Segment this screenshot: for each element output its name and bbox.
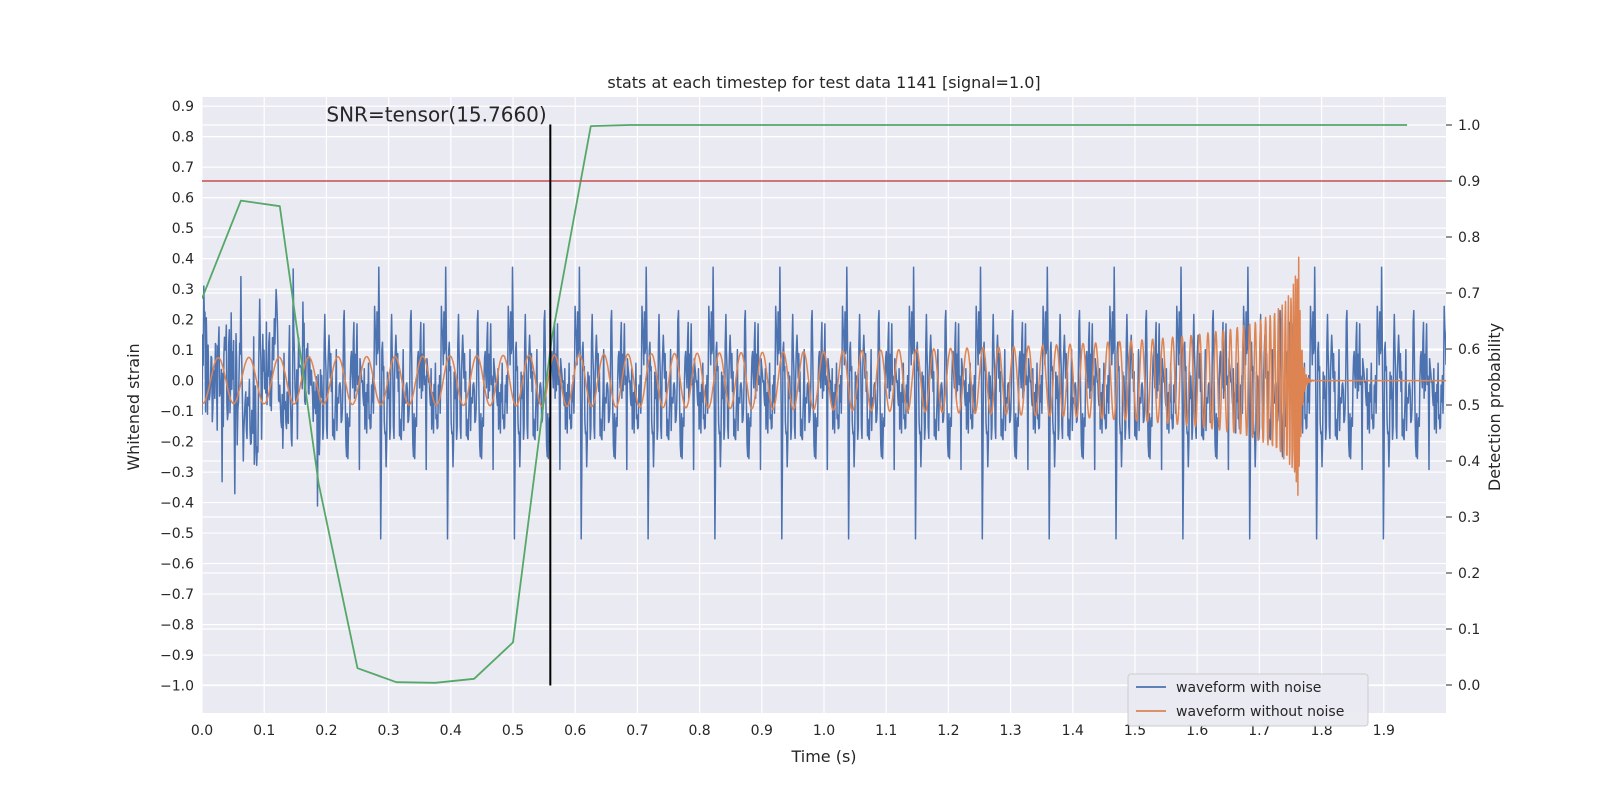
y2-tick-labels: 1.0 0.9 0.8 0.7 0.6 0.5 0.4 0.3 0.2 0.1 0.0 xyxy=(1446,118,1480,694)
y-tick-label: 0.9 xyxy=(172,99,194,115)
y2-tick-label: 0.1 xyxy=(1458,622,1480,638)
x-tick-label: 0.9 xyxy=(751,723,773,739)
y2-tick-label: 0.3 xyxy=(1458,510,1480,526)
y-tick-label: 0.8 xyxy=(172,130,194,146)
y2-axis-label: Detection probability xyxy=(1485,323,1504,491)
y-tick-label: 0.2 xyxy=(172,313,194,329)
y-tick-label: −0.6 xyxy=(160,557,194,573)
x-tick-label: 1.9 xyxy=(1373,723,1395,739)
y-tick-label: −0.5 xyxy=(160,526,194,542)
x-tick-label: 0.2 xyxy=(315,723,337,739)
y-tick-label: −0.9 xyxy=(160,648,194,664)
y2-tick-label: 0.2 xyxy=(1458,566,1480,582)
y-tick-label: 0.5 xyxy=(172,221,194,237)
y2-tick-label: 0.8 xyxy=(1458,230,1480,246)
y-tick-label: −1.0 xyxy=(160,679,194,695)
y2-tick-label: 0.4 xyxy=(1458,454,1480,470)
y-tick-label: −0.2 xyxy=(160,435,194,451)
y2-tick-label: 0.9 xyxy=(1458,174,1480,190)
y-tick-label: 0.7 xyxy=(172,160,194,176)
x-tick-label: 0.4 xyxy=(440,723,462,739)
x-tick-labels: 0.0 0.1 0.2 0.3 0.4 0.5 0.6 0.7 0.8 0.9 1.0 1.1 1.2 1… xyxy=(191,723,1395,739)
y-tick-labels: 0.9 0.8 0.7 0.6 0.5 0.4 0.3 0.2 0.1 0.0 −0.1 −0.2 −0… xyxy=(160,99,194,694)
x-tick-label: 0.1 xyxy=(253,723,275,739)
y-axis-label: Whitened strain xyxy=(124,343,143,470)
x-tick-label: 1.3 xyxy=(999,723,1021,739)
x-axis-label: Time (s) xyxy=(790,747,856,766)
y-tick-label: −0.1 xyxy=(160,404,194,420)
x-tick-label: 1.2 xyxy=(937,723,959,739)
x-tick-label: 1.0 xyxy=(813,723,835,739)
series-waveform-without-noise xyxy=(202,256,1446,496)
y-tick-label: 0.4 xyxy=(172,252,194,268)
x-tick-label: 0.6 xyxy=(564,723,586,739)
y-tick-label: −0.8 xyxy=(160,618,194,634)
series-detection-probability xyxy=(202,124,1408,684)
legend-box xyxy=(1127,673,1369,727)
x-tick-label: 0.0 xyxy=(191,723,213,739)
y-tick-label: −0.7 xyxy=(160,587,194,603)
x-tick-label: 0.7 xyxy=(626,723,648,739)
chart-title: stats at each timestep for test data 114… xyxy=(607,73,1040,92)
x-tick-label: 1.5 xyxy=(1124,723,1146,739)
y-tick-label: −0.3 xyxy=(160,465,194,481)
x-tick-label: 1.6 xyxy=(1186,723,1208,739)
y2-tick-label: 0.5 xyxy=(1458,398,1480,414)
legend-label-clean: waveform without noise xyxy=(1176,704,1344,720)
x-tick-label: 1.7 xyxy=(1248,723,1270,739)
series-layer xyxy=(202,124,1446,684)
snr-annotation: SNR=tensor(15.7660) xyxy=(326,102,546,126)
y-tick-label: 0.6 xyxy=(172,191,194,207)
y2-tick-label: 1.0 xyxy=(1458,118,1480,134)
legend-label-noise: waveform with noise xyxy=(1176,680,1321,696)
x-tick-label: 1.8 xyxy=(1310,723,1332,739)
x-tick-label: 1.4 xyxy=(1062,723,1084,739)
y2-tick-label: 0.0 xyxy=(1458,678,1480,694)
y-tick-label: 0.3 xyxy=(172,282,194,298)
x-tick-label: 0.8 xyxy=(688,723,710,739)
y-tick-label: 0.0 xyxy=(172,374,194,390)
x-tick-label: 1.1 xyxy=(875,723,897,739)
y-tick-label: 0.1 xyxy=(172,343,194,359)
x-tick-label: 0.3 xyxy=(377,723,399,739)
y2-tick-label: 0.6 xyxy=(1458,342,1480,358)
legend: waveform with noise waveform without noi… xyxy=(1127,673,1369,727)
y-tick-label: −0.4 xyxy=(160,496,194,512)
x-tick-label: 0.5 xyxy=(502,723,524,739)
y2-tick-label: 0.7 xyxy=(1458,286,1480,302)
